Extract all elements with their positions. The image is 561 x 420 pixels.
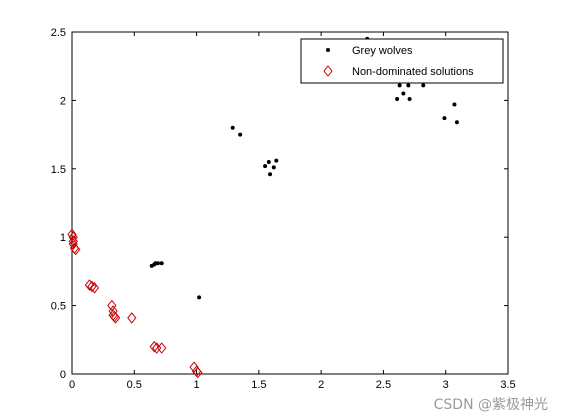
x-tick-label: 1: [194, 379, 200, 391]
y-tick-label: 2: [60, 95, 66, 107]
grey-wolf-point: [155, 261, 160, 266]
y-tick-label: 2.5: [51, 27, 66, 39]
legend: Grey wolves Non-dominated solutions: [300, 38, 504, 84]
grey-wolf-point: [407, 97, 412, 102]
non-dominated-point: [67, 228, 77, 241]
grey-wolf-point: [197, 295, 202, 300]
legend-items: Grey wolves Non-dominated solutions: [323, 45, 474, 78]
non-dominated-point: [157, 342, 167, 354]
non-dominated-point: [89, 282, 100, 294]
x-tick-label: 0.5: [127, 379, 142, 391]
non-dominated-point: [193, 366, 203, 379]
non-dominated-point: [149, 340, 159, 353]
legend-box: [300, 38, 504, 84]
grey-wolf-point: [238, 132, 243, 137]
grey-wolf-point: [454, 120, 459, 125]
y-tick-label: 0: [60, 369, 66, 381]
watermark: CSDN @紫极神光: [434, 397, 548, 413]
grey-wolf-point: [271, 165, 276, 170]
x-tick-label: 0: [69, 379, 75, 391]
grey-wolf-point: [230, 125, 235, 130]
grey-wolf-point: [442, 116, 447, 121]
grey-wolf-point: [268, 172, 273, 177]
grey-wolf-point: [397, 83, 402, 88]
non-dominated-point: [127, 312, 137, 324]
y-tick-label: 1: [60, 232, 66, 244]
legend-label: Grey wolves: [352, 45, 413, 57]
non-dominated-point: [71, 243, 81, 256]
grey-wolf-point: [266, 159, 271, 164]
x-tick-label: 2.5: [376, 379, 391, 391]
non-dominated-point: [68, 231, 78, 244]
non-dominated-point: [68, 238, 78, 250]
x-tick-label: 3.5: [500, 379, 515, 391]
axis-ticks: 0 0.5 1 1.5 2 2.5 3 3.5 0 0.5 1 1.5 2 2.5: [51, 27, 516, 391]
grey-wolf-point: [421, 83, 426, 88]
grey-wolf-point: [452, 102, 457, 107]
y-tick-label: 0.5: [51, 301, 66, 313]
legend-dot-marker: [326, 48, 330, 52]
x-tick-label: 3: [443, 379, 449, 391]
plot-area: [71, 31, 509, 375]
series-non-dominated: [67, 228, 203, 379]
y-tick-label: 1.5: [51, 164, 66, 176]
non-dominated-point: [87, 280, 97, 293]
x-tick-label: 2: [318, 379, 324, 391]
legend-diamond-marker: [323, 65, 333, 77]
grey-wolf-point: [159, 261, 164, 266]
legend-label: Non-dominated solutions: [352, 66, 474, 78]
non-dominated-point: [84, 279, 95, 291]
non-dominated-point: [68, 235, 78, 248]
grey-wolf-point: [274, 158, 279, 163]
grey-wolf-point: [406, 83, 411, 88]
grey-wolf-point: [401, 91, 406, 96]
non-dominated-point: [110, 312, 121, 324]
grey-wolf-point: [263, 164, 268, 169]
x-tick-label: 1.5: [251, 379, 266, 391]
non-dominated-point: [107, 299, 117, 312]
data-points: [67, 36, 459, 379]
grey-wolf-point: [395, 97, 400, 102]
